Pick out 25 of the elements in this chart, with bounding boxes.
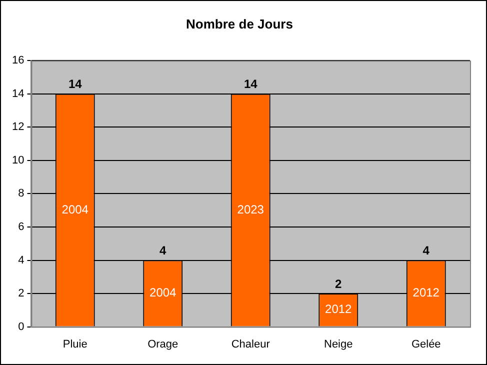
x-tick-label: Pluie	[62, 338, 88, 350]
data-label: 14	[244, 77, 258, 92]
x-tick-label: Orage	[148, 338, 178, 350]
data-label: 14	[68, 77, 82, 92]
y-tick-label: 14	[12, 88, 24, 100]
x-tick-label: Gelée	[411, 338, 441, 350]
data-label: 2	[335, 276, 342, 291]
data-label: 4	[422, 244, 430, 258]
annotation: 2023	[237, 202, 264, 216]
y-tick-label: 16	[12, 54, 24, 67]
x-tick-label: Neige	[324, 338, 353, 350]
annotation: 2004	[62, 202, 89, 216]
x-tick-label: Chaleur	[231, 338, 270, 350]
y-tick-label: 12	[12, 121, 24, 134]
y-tick-label: 10	[12, 154, 24, 166]
y-tick-label: 4	[18, 254, 24, 266]
annotation: 2004	[150, 286, 177, 300]
annotation: 2012	[325, 302, 352, 316]
data-label: 4	[160, 244, 167, 258]
y-tick-label: 6	[18, 221, 24, 234]
y-tick-label: 8	[18, 188, 24, 200]
chart-title: Nombre de Jours	[186, 16, 293, 32]
y-tick-label: 2	[18, 288, 24, 300]
y-tick-label: 0	[18, 320, 24, 333]
annotation: 2012	[412, 286, 440, 300]
